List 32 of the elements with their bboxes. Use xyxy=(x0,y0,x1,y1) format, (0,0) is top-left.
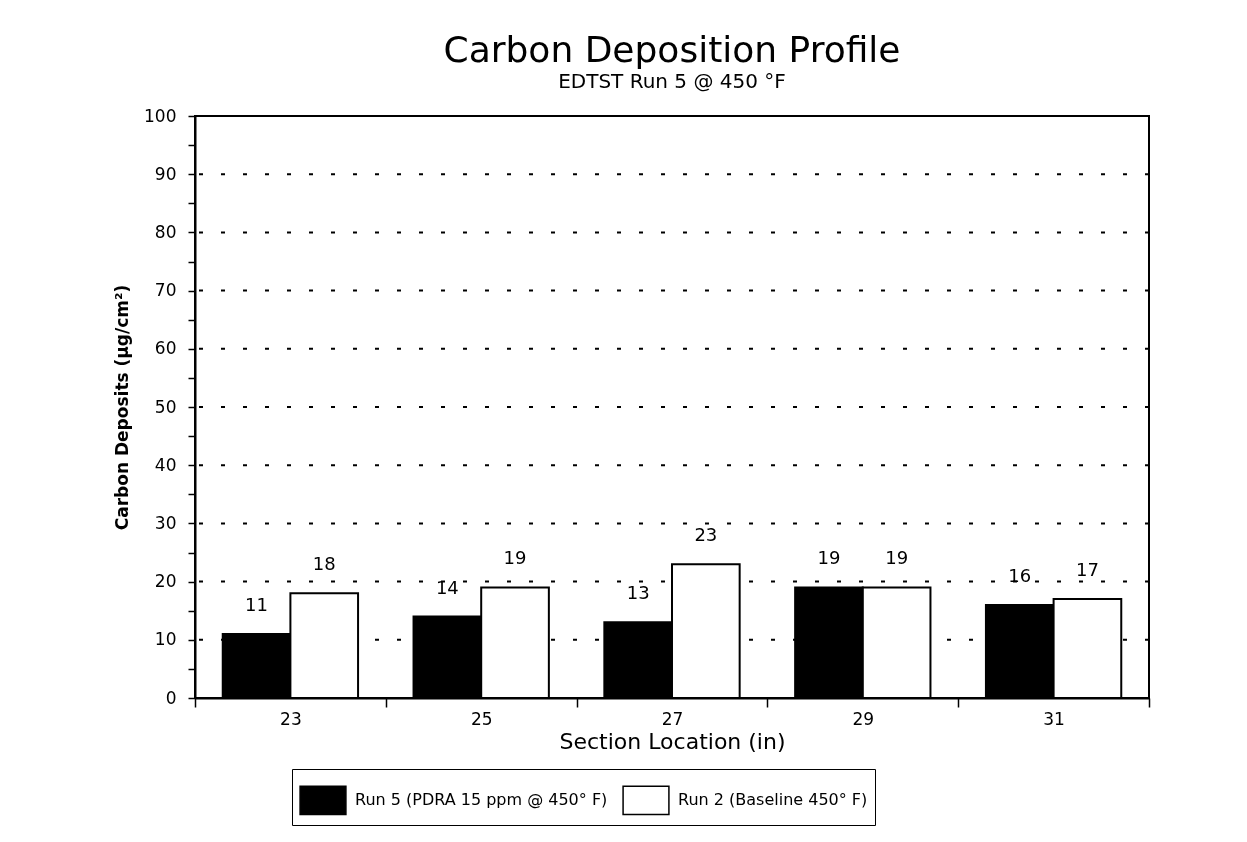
y-tick-label: 60 xyxy=(154,338,177,359)
data-label: 13 xyxy=(626,582,650,604)
legend-label: Run 5 (PDRA 15 ppm @ 450° F) xyxy=(355,790,608,810)
x-tick-label: 23 xyxy=(280,708,302,729)
data-label: 23 xyxy=(694,524,718,546)
y-tick-label: 10 xyxy=(154,629,177,650)
data-label: 16 xyxy=(1008,564,1032,586)
y-tick-label: 50 xyxy=(154,396,177,417)
chart-title: Carbon Deposition Profile xyxy=(443,29,901,70)
y-tick-label: 80 xyxy=(154,221,177,242)
y-tick-label: 30 xyxy=(154,512,177,533)
y-tick-label: 70 xyxy=(154,280,177,301)
x-axis-title: Section Location (in) xyxy=(559,728,786,754)
y-tick-label: 20 xyxy=(154,571,177,592)
data-label: 19 xyxy=(817,547,841,569)
legend-label: Run 2 (Baseline 450° F) xyxy=(678,790,868,810)
data-label: 17 xyxy=(1075,559,1099,581)
x-tick-label: 29 xyxy=(852,708,875,729)
chart-subtitle: EDTST Run 5 @ 450 °F xyxy=(558,69,786,93)
data-label: 18 xyxy=(312,553,336,575)
y-tick-label: 0 xyxy=(165,687,177,708)
y-tick-label: 90 xyxy=(154,163,177,184)
data-label: 19 xyxy=(885,547,909,569)
data-label: 11 xyxy=(245,593,269,615)
y-tick-label: 40 xyxy=(154,454,177,475)
x-tick-label: 27 xyxy=(661,708,684,729)
x-tick-label: 31 xyxy=(1043,708,1065,729)
data-label: 14 xyxy=(435,576,459,598)
data-label: 19 xyxy=(503,547,527,569)
y-axis-title: Carbon Deposits (µg/cm²) xyxy=(112,284,133,531)
x-tick-label: 25 xyxy=(470,708,493,729)
y-tick-label: 100 xyxy=(144,105,177,126)
